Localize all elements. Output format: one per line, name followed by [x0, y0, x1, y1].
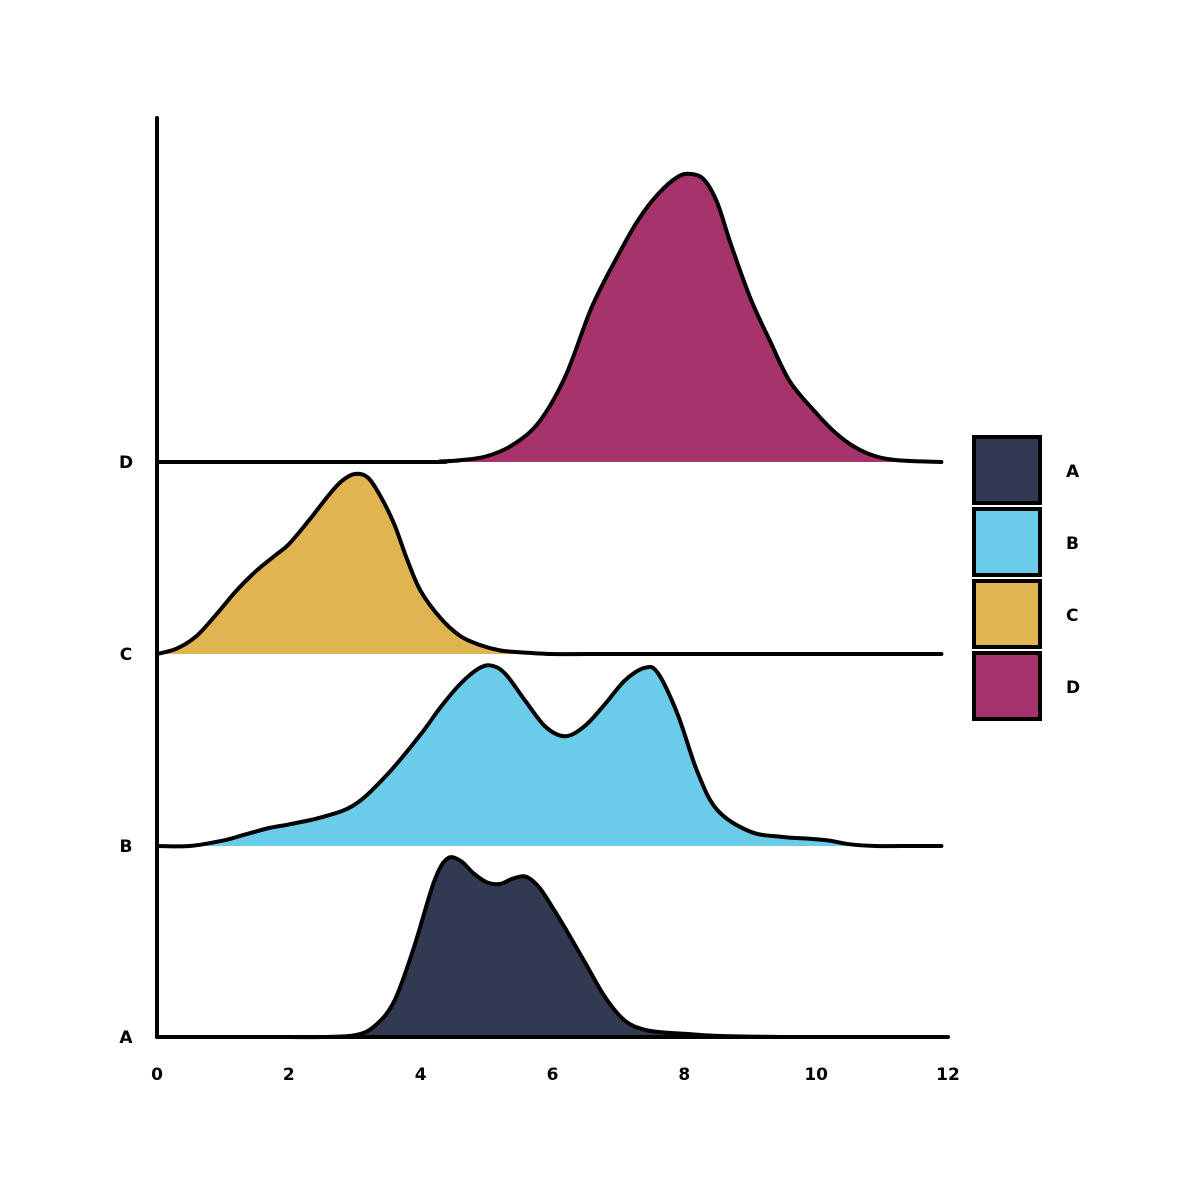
ridge-area-D	[157, 173, 942, 463]
x-tick-label: 10	[804, 1065, 828, 1085]
ridge-area-C	[157, 473, 942, 655]
legend-swatch-C	[972, 579, 1042, 649]
category-labels: A B C D	[119, 453, 133, 1048]
x-tick-label: 0	[151, 1065, 163, 1085]
legend-label-B: B	[1066, 534, 1079, 554]
legend-swatch-D	[972, 651, 1042, 721]
x-tick-label: 6	[547, 1065, 559, 1085]
legend-swatch-B	[972, 507, 1042, 577]
category-label-D: D	[119, 453, 133, 473]
legend-item-A: A	[972, 435, 1080, 505]
category-label-B: B	[120, 837, 133, 857]
ridge-outline-C	[155, 471, 944, 657]
ridges	[155, 171, 944, 1040]
legend-label-C: C	[1066, 606, 1078, 626]
x-tick-label: 8	[678, 1065, 690, 1085]
x-tick-label: 2	[283, 1065, 295, 1085]
category-label-C: C	[120, 645, 132, 665]
x-tick-label: 12	[936, 1065, 960, 1085]
ridge-A	[220, 855, 944, 1040]
ridge-outline-D	[155, 171, 944, 465]
legend-item-B: B	[972, 507, 1079, 577]
x-tick-labels: 0 2 4 6 8 10 12	[151, 1065, 960, 1085]
category-label-A: A	[119, 1028, 133, 1048]
ridge-area-B	[157, 665, 942, 847]
ridge-area-A	[222, 857, 942, 1038]
ridge-C	[155, 471, 944, 657]
x-tick-label: 4	[415, 1065, 427, 1085]
ridge-outline-B	[155, 663, 944, 849]
legend-swatch-A	[972, 435, 1042, 505]
legend: A B C D	[972, 435, 1080, 721]
ridge-D	[155, 171, 944, 465]
legend-label-D: D	[1066, 678, 1080, 698]
legend-label-A: A	[1066, 462, 1080, 482]
legend-item-C: C	[972, 579, 1078, 649]
ridge-B	[155, 663, 944, 849]
legend-item-D: D	[972, 651, 1080, 721]
